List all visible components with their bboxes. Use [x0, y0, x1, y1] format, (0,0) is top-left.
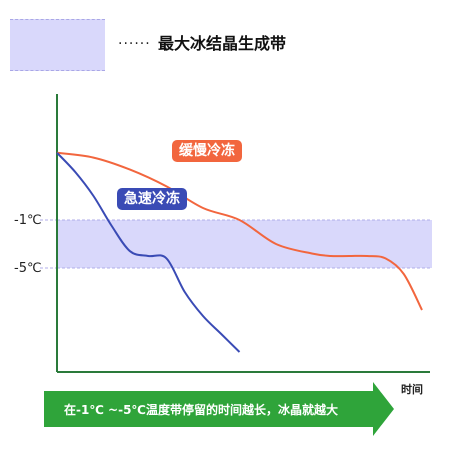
- legend-label: 最大冰结晶生成带: [158, 34, 287, 53]
- time-arrow: [44, 382, 394, 436]
- legend-band-swatch: [10, 19, 105, 71]
- y-tick-label-minus1: -1℃: [14, 213, 42, 228]
- x-axis-label: 时间: [401, 383, 423, 396]
- freezing-band: [57, 220, 432, 268]
- arrow-caption: 在-1℃ ~-5℃温度带停留的时间越长，冰晶就越大: [64, 403, 338, 417]
- series-line-slow: [56, 151, 423, 311]
- series-tag-slow: 缓慢冷冻: [172, 140, 242, 162]
- series-line-fast: [56, 152, 241, 353]
- series-tag-fast: 急速冷冻: [117, 188, 187, 210]
- legend-dots: ······: [118, 36, 151, 52]
- y-tick-label-minus5: -5℃: [14, 261, 42, 276]
